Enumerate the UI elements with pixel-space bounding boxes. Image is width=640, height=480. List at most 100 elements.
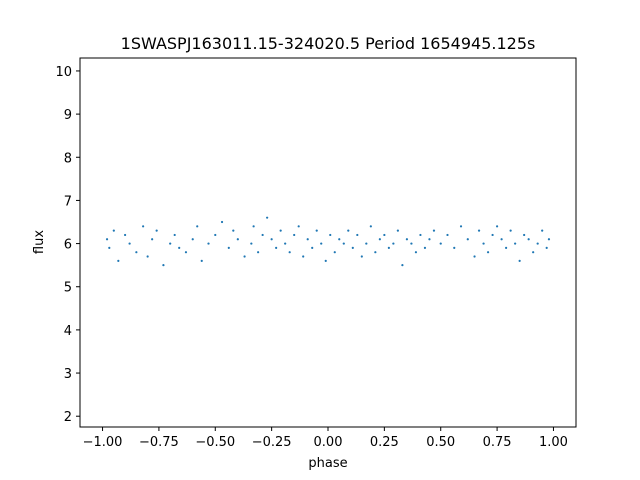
data-point (428, 238, 431, 241)
data-point (184, 251, 188, 254)
x-axis: −1.00 −0.75 −0.50 −0.25 0.00 0.25 0.50 0.75 1.00 (83, 427, 568, 450)
data-point (250, 242, 253, 245)
data-point (356, 233, 359, 237)
data-point (547, 238, 551, 241)
data-point (200, 259, 203, 262)
data-point (214, 233, 217, 237)
y-tick-label: 3 (64, 367, 72, 382)
data-point (419, 233, 422, 237)
data-point (387, 246, 390, 249)
data-point (378, 238, 381, 241)
data-point (112, 229, 115, 232)
data-point (117, 259, 120, 262)
data-point (275, 246, 278, 249)
data-point (374, 251, 377, 254)
data-point (142, 225, 145, 228)
data-point (351, 246, 354, 249)
scatter-points (105, 216, 551, 267)
data-point (369, 225, 372, 228)
data-point (315, 229, 318, 232)
data-point (514, 242, 517, 245)
data-point (288, 251, 291, 254)
y-tick-label: 4 (64, 324, 72, 339)
data-point (266, 216, 269, 219)
data-point (329, 233, 332, 237)
data-point (401, 264, 404, 267)
data-point (477, 229, 481, 232)
y-tick-label: 9 (64, 108, 72, 123)
data-point (482, 242, 485, 245)
data-point (105, 238, 109, 241)
data-point (523, 233, 526, 237)
data-point (342, 242, 345, 245)
x-tick-label: 0.75 (483, 435, 512, 450)
data-point (297, 225, 300, 228)
plot-frame (79, 57, 577, 428)
data-point (227, 246, 230, 249)
x-axis-label: phase (308, 456, 347, 471)
data-point (155, 229, 158, 232)
data-point (306, 238, 309, 241)
data-point (527, 238, 530, 241)
data-point (324, 259, 327, 262)
data-point (473, 255, 476, 258)
data-point (123, 233, 127, 237)
data-point (414, 251, 418, 254)
data-point (191, 238, 194, 241)
data-point (410, 242, 413, 245)
data-point (173, 233, 176, 237)
data-point (495, 225, 499, 228)
data-point (311, 246, 314, 249)
data-point (446, 233, 449, 237)
data-point (169, 242, 172, 245)
data-point (365, 242, 368, 245)
x-tick-label: −0.50 (195, 435, 235, 450)
data-point (536, 242, 539, 245)
data-point (396, 229, 399, 232)
data-point (279, 229, 282, 232)
data-point (459, 225, 463, 228)
x-tick-label: −1.00 (83, 435, 123, 450)
y-tick-label: 8 (64, 151, 72, 166)
data-point (220, 220, 224, 224)
data-point (333, 251, 336, 254)
data-point (383, 233, 386, 237)
data-point (545, 246, 548, 249)
data-point (284, 242, 287, 245)
x-tick-label: 1.00 (539, 435, 568, 450)
data-point (320, 242, 323, 245)
y-axis-label: flux (32, 230, 47, 254)
x-tick-label: −0.25 (252, 435, 292, 450)
chart-title: 1SWASPJ163011.15-324020.5 Period 1654945… (121, 34, 536, 53)
data-point (338, 238, 341, 241)
data-point (108, 246, 111, 249)
data-point (423, 246, 427, 249)
data-point (541, 229, 544, 232)
y-tick-label: 5 (64, 281, 72, 296)
data-point (135, 251, 138, 254)
data-point (196, 225, 199, 228)
data-point (146, 255, 149, 258)
data-point (453, 246, 456, 249)
data-point (162, 264, 165, 267)
data-point (347, 229, 350, 232)
data-point (509, 229, 512, 232)
y-tick-label: 7 (64, 194, 72, 209)
data-point (293, 233, 296, 237)
data-point (207, 242, 210, 245)
data-point (466, 238, 469, 241)
x-tick-label: 0.25 (370, 435, 399, 450)
x-tick-label: 0.50 (426, 435, 455, 450)
data-point (236, 238, 239, 241)
y-axis: 2 3 4 5 6 7 8 9 10 (55, 65, 80, 425)
data-point (518, 259, 521, 262)
data-point (270, 238, 273, 241)
data-point (500, 238, 503, 241)
data-point (128, 242, 131, 245)
data-point (232, 229, 235, 232)
data-point (491, 233, 494, 237)
x-tick-label: −0.75 (139, 435, 179, 450)
data-point (243, 255, 246, 258)
y-tick-label: 10 (55, 65, 72, 80)
